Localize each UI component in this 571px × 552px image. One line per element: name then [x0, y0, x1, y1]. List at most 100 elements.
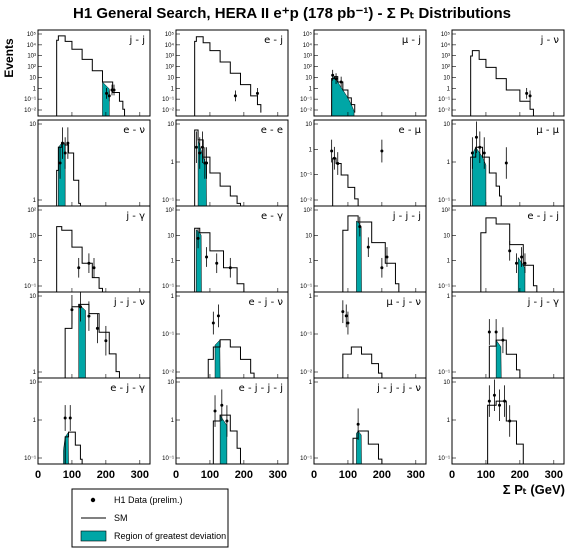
data-point [213, 395, 217, 427]
y-tick-label: 10² [303, 208, 312, 214]
panel-8: 10⁻¹ 1 10 μ - μ [438, 119, 565, 207]
channel-label: j - j [128, 35, 145, 46]
y-tick-label: 1 [171, 259, 175, 265]
panel-frame [37, 29, 151, 117]
panel-18: 10⁻¹ 1 10 e - j - j - j [162, 377, 289, 465]
panel-frame [313, 377, 427, 465]
data-point [366, 237, 370, 258]
panel-background [452, 206, 564, 292]
y-tick-label: 10³ [27, 54, 36, 60]
legend-label-sm: SM [114, 513, 128, 523]
y-tick-label: 10⁴ [165, 42, 175, 49]
sm-line [347, 430, 383, 465]
channel-label: μ - j [402, 35, 421, 46]
data-point [482, 137, 486, 169]
x-tick-label: 100 [63, 469, 81, 481]
y-tick-label: 1 [33, 370, 37, 376]
y-tick-label: 10³ [441, 54, 450, 60]
panel-14: 10⁻² 10⁻¹ 1 e - j - ν [162, 291, 289, 379]
y-tick-label: 10⁻¹ [24, 284, 36, 290]
panel-background [176, 378, 288, 464]
data-point [58, 147, 62, 179]
panel-20: 10⁻¹ 1 10 [438, 377, 565, 465]
data-point [87, 301, 91, 331]
sm-line [479, 217, 538, 293]
data-point [474, 121, 478, 154]
sm-line [330, 157, 359, 207]
y-tick-label: 10 [29, 122, 36, 128]
data-point [112, 84, 116, 96]
data-point [77, 257, 81, 278]
y-tick-label: 10⁻² [300, 370, 312, 376]
y-tick-label: 10² [303, 65, 312, 71]
y-tick-label: 10⁻¹ [162, 332, 174, 338]
data-point [70, 294, 74, 325]
y-tick-label: 10⁻² [300, 108, 312, 114]
y-tick-label: 10⁴ [303, 42, 313, 49]
data-point [200, 131, 204, 163]
x-tick-label: 0 [311, 469, 317, 481]
data-point [194, 131, 198, 163]
y-tick-label: 1 [447, 160, 451, 166]
y-tick-label: 10⁻¹ [438, 198, 450, 204]
channel-label: μ - μ [536, 125, 559, 136]
data-point [63, 137, 67, 169]
panel-13: 1 10 j - j - ν [29, 291, 151, 379]
panel-background [38, 292, 150, 378]
data-point [228, 257, 232, 278]
sm-line [341, 215, 400, 293]
y-tick-label: 10⁻² [300, 198, 312, 204]
y-tick-label: 1 [33, 86, 37, 92]
y-tick-label: 10 [167, 380, 174, 386]
x-tick-label: 100 [477, 469, 495, 481]
panel-6: 10⁻¹ 1 10 e - e [162, 119, 289, 207]
panel-2: 10⁻² 10⁻¹ 1 10 10² 10³ 10⁴ 10⁵ e - j [162, 29, 289, 117]
deviation-region [102, 81, 110, 117]
legend-data-marker [90, 497, 96, 503]
data-point [503, 385, 507, 417]
y-tick-label: 1 [447, 86, 451, 92]
sm-line [54, 35, 126, 117]
data-point [470, 137, 474, 169]
deviation-region [356, 431, 362, 465]
panel-1: 10⁻² 10⁻¹ 1 10 10² 10³ 10⁴ 10⁵ j - j [24, 29, 151, 117]
sm-line [337, 346, 383, 379]
y-tick-label: 10² [27, 208, 36, 214]
y-tick-label: 10² [441, 65, 450, 71]
panel-5: 1 10 e - ν [29, 119, 151, 207]
data-point [87, 253, 91, 274]
data-point [525, 87, 529, 99]
data-point [63, 405, 67, 431]
y-tick-label: 1 [447, 418, 451, 424]
x-axis-label: Σ Pₜ (GeV) [503, 482, 565, 497]
y-tick-label: 10⁻¹ [300, 456, 312, 462]
panel-background [314, 378, 426, 464]
panel-15: 10⁻² 10⁻¹ 1 μ - j - ν [300, 291, 427, 379]
y-tick-label: 10 [443, 122, 450, 128]
data-point [95, 313, 99, 344]
data-point [504, 147, 508, 179]
y-tick-label: 10⁻² [162, 108, 174, 114]
sm-line [468, 50, 534, 117]
panel-11: 10⁻¹ 1 10 10² j - j - j [300, 205, 427, 293]
data-point [520, 247, 524, 267]
channel-label: e - ν [123, 125, 145, 136]
y-tick-label: 10⁻¹ [162, 456, 174, 462]
data-point [225, 405, 229, 437]
y-tick-label: 10⁻¹ [438, 456, 450, 462]
channel-label: e - j - j [527, 211, 559, 222]
y-tick-label: 10² [165, 208, 174, 214]
y-tick-label: 10 [29, 75, 36, 81]
data-point [68, 405, 72, 431]
data-point [508, 405, 512, 437]
channel-label: e - μ [399, 125, 422, 136]
channel-label: j - j - j [392, 211, 421, 222]
panel-frame [451, 29, 565, 117]
y-tick-label: 10⁻¹ [162, 284, 174, 290]
x-tick-label: 300 [545, 469, 563, 481]
deviation-region [495, 339, 502, 379]
data-point [336, 152, 340, 175]
data-point [198, 137, 202, 169]
panel-frame [175, 29, 289, 117]
